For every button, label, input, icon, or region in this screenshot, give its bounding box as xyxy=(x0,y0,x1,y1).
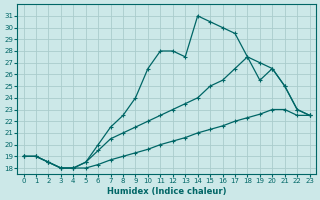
X-axis label: Humidex (Indice chaleur): Humidex (Indice chaleur) xyxy=(107,187,226,196)
